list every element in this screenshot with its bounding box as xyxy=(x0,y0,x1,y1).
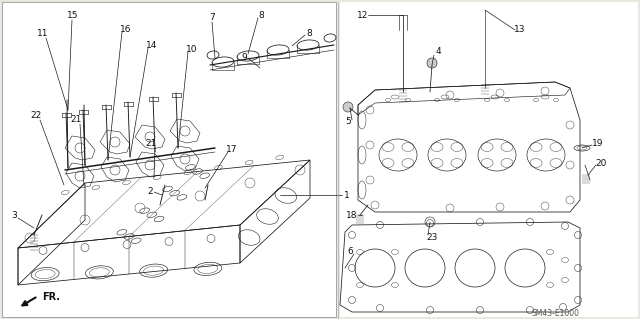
Text: 7: 7 xyxy=(209,13,215,23)
Text: 16: 16 xyxy=(120,25,132,33)
Text: 13: 13 xyxy=(515,26,525,34)
Text: 2: 2 xyxy=(147,187,153,196)
Text: 21: 21 xyxy=(70,115,82,124)
Text: 22: 22 xyxy=(30,112,42,121)
Text: 15: 15 xyxy=(67,11,79,20)
Text: 6: 6 xyxy=(347,247,353,256)
Text: 8: 8 xyxy=(258,11,264,19)
FancyBboxPatch shape xyxy=(340,2,638,317)
Text: 9: 9 xyxy=(241,53,247,62)
Text: 8: 8 xyxy=(306,28,312,38)
Text: 5: 5 xyxy=(345,116,351,125)
FancyBboxPatch shape xyxy=(2,2,336,317)
Text: 20: 20 xyxy=(595,159,607,167)
Text: 18: 18 xyxy=(346,211,358,219)
Text: 14: 14 xyxy=(147,41,157,49)
Circle shape xyxy=(343,102,353,112)
Text: 23: 23 xyxy=(426,234,438,242)
Text: 10: 10 xyxy=(186,44,198,54)
Text: 12: 12 xyxy=(357,11,369,19)
Text: 21: 21 xyxy=(145,138,157,147)
Circle shape xyxy=(427,58,437,68)
Text: 4: 4 xyxy=(435,48,441,56)
Text: FR.: FR. xyxy=(42,292,60,302)
Text: 3: 3 xyxy=(11,211,17,220)
Text: 19: 19 xyxy=(592,138,604,147)
Text: 11: 11 xyxy=(37,29,49,39)
Text: 1: 1 xyxy=(344,190,350,199)
Text: SM43-E1000: SM43-E1000 xyxy=(531,308,579,317)
Text: 17: 17 xyxy=(227,145,237,154)
